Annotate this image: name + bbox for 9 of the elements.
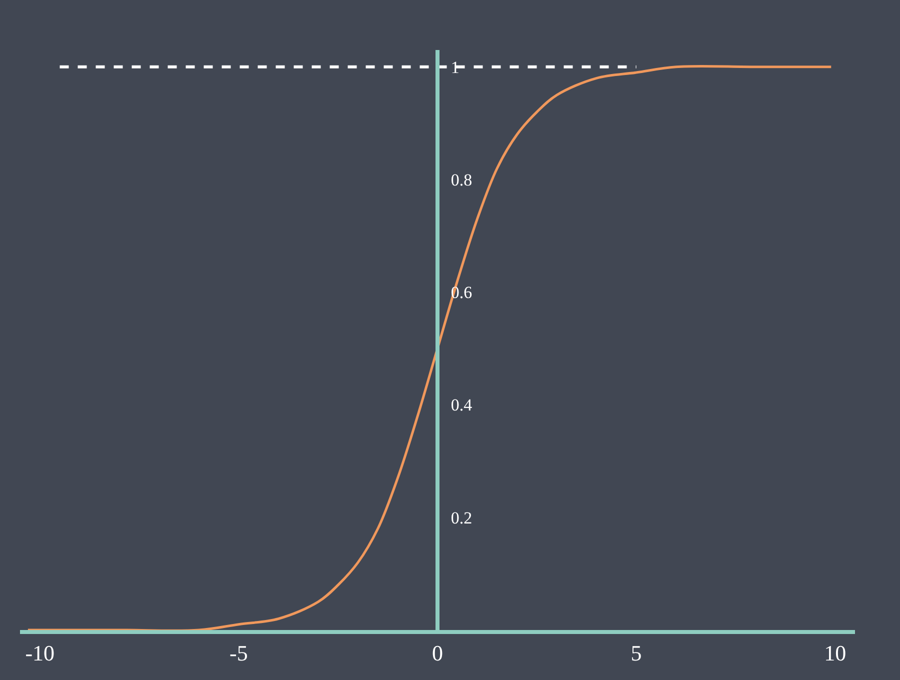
y-tick-label: 0.4: [450, 396, 473, 415]
x-tick-label: -10: [25, 640, 55, 666]
x-tick-label: 10: [824, 640, 846, 666]
x-tick-label: -5: [230, 640, 248, 666]
x-tick-label: 0: [432, 640, 443, 666]
y-tick-label: 0.8: [450, 170, 472, 190]
x-tick-label: 5: [630, 640, 642, 666]
y-tick-label: 0.2: [450, 508, 472, 528]
y-tick-label: 1: [450, 58, 460, 77]
